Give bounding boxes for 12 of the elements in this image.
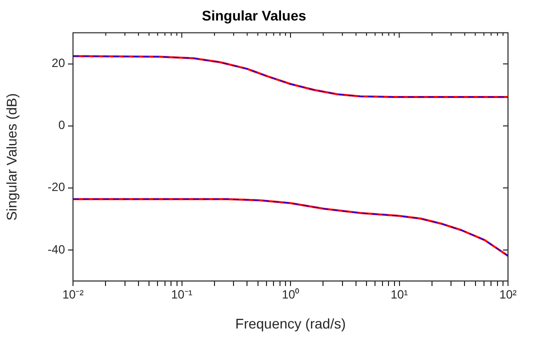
x-tick-label: 10⁻² (62, 288, 84, 302)
y-tick-label: -40 (48, 242, 66, 256)
x-tick-label: 10² (499, 288, 517, 302)
x-tick-label: 10¹ (390, 288, 408, 302)
y-tick-label: 20 (52, 56, 66, 70)
x-tick-label: 10⁻¹ (171, 288, 192, 302)
chart-title: Singular Values (202, 7, 306, 24)
y-tick-label: 0 (58, 118, 66, 132)
y-axis-title: Singular Values (dB) (3, 93, 20, 221)
x-tick-label: 10⁰ (282, 288, 300, 302)
x-axis-title: Frequency (rad/s) (235, 315, 346, 332)
y-tick-label: -20 (48, 180, 66, 194)
